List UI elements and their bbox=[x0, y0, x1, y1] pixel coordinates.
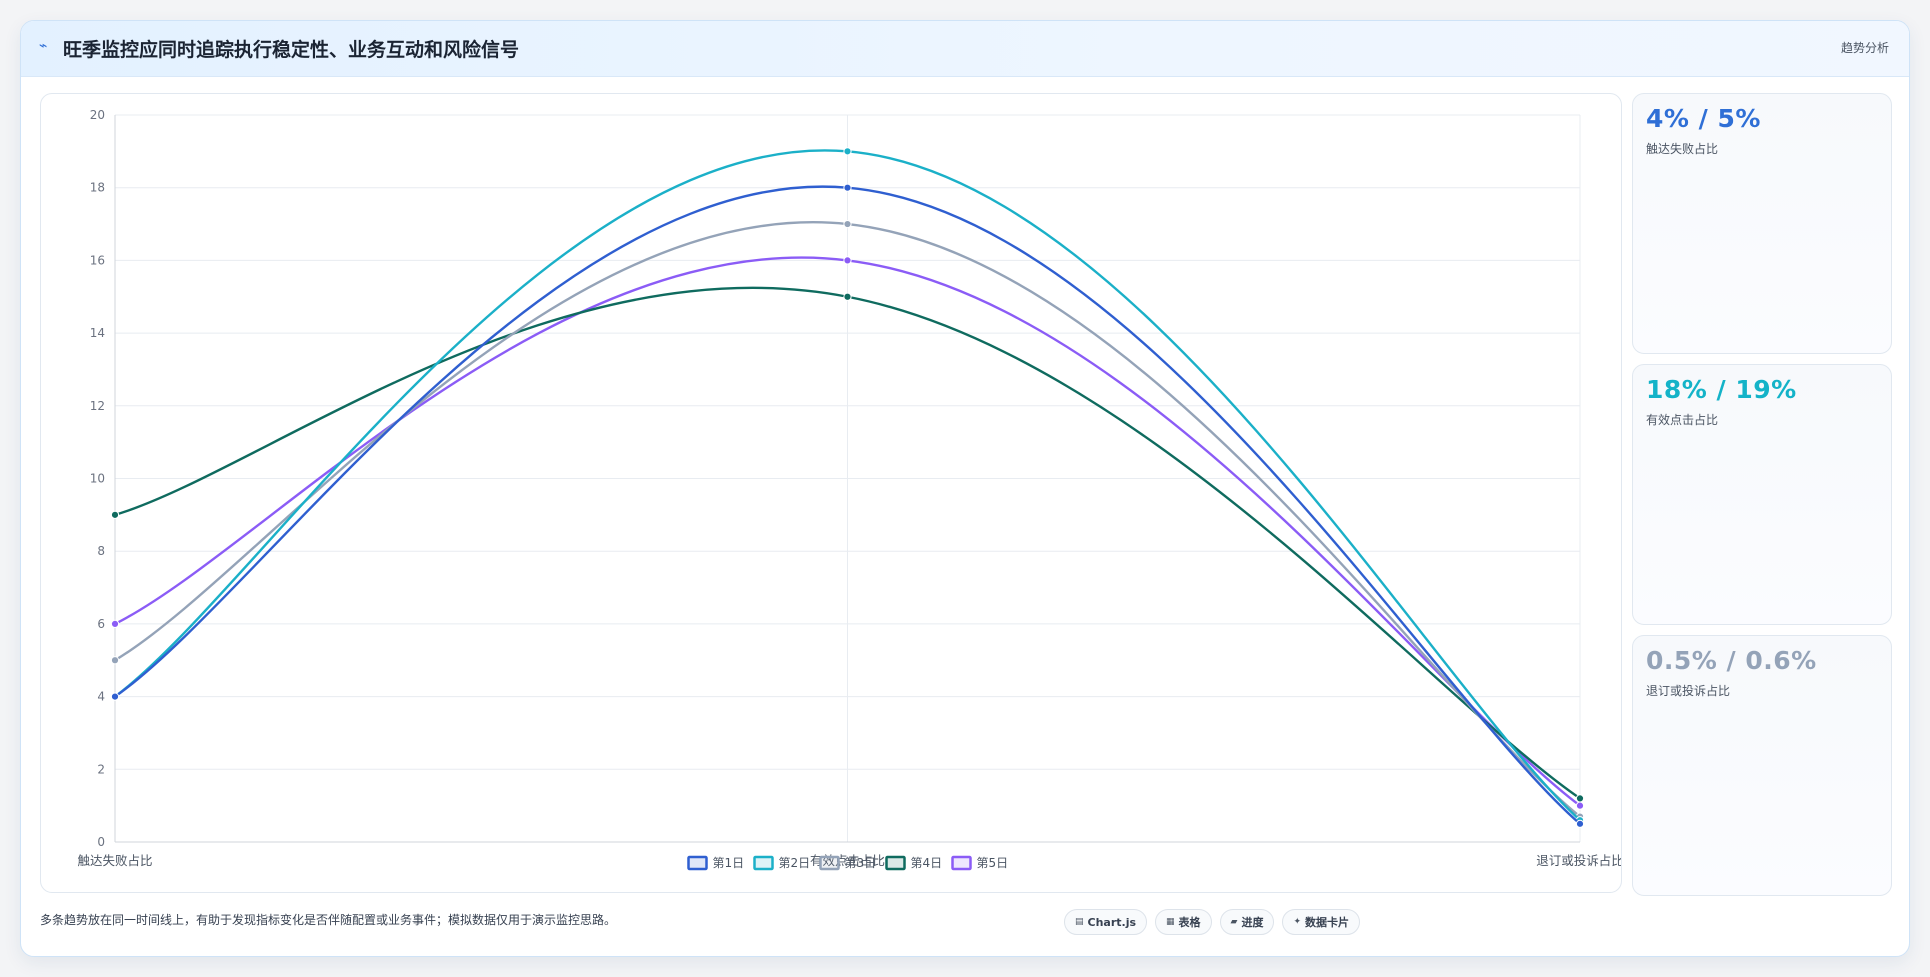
line-chart: 02468101214161820触达失败占比 有效点击占比 退订或投诉占比第1日第… bbox=[77, 108, 1621, 871]
chip-progress[interactable]: ▰ 进度 bbox=[1219, 909, 1275, 935]
data-point bbox=[110, 692, 120, 701]
kpi-card-unsubscribe: 0.5% / 0.6% 退订或投诉占比 bbox=[1632, 635, 1892, 896]
data-card-icon: ✦ bbox=[1293, 917, 1302, 927]
chart-line-icon: ⌁ bbox=[39, 38, 48, 54]
kpi-value: 0.5% / 0.6% bbox=[1646, 646, 1817, 675]
data-point bbox=[1575, 819, 1585, 828]
y-tick-label: 10 bbox=[90, 472, 105, 486]
page-title: 旺季监控应同时追踪执行稳定性、业务互动和风险信号 bbox=[63, 39, 520, 61]
chip-label: Chart.js bbox=[1087, 915, 1137, 929]
data-point bbox=[110, 619, 120, 629]
data-point bbox=[110, 656, 120, 665]
kpi-value: 4% / 5% bbox=[1646, 104, 1761, 133]
kpi-card-reach-failure: 4% / 5% 触达失败占比 bbox=[1632, 93, 1892, 354]
data-point bbox=[843, 292, 852, 301]
chip-chartjs[interactable]: ▤ Chart.js bbox=[1064, 909, 1148, 935]
data-point bbox=[110, 510, 120, 519]
x-tick-label: 触达失败占比 bbox=[77, 853, 152, 868]
footer-note: 多条趋势放在同一时间线上，有助于发现指标变化是否伴随配置或业务事件；模拟数据仅用… bbox=[40, 913, 617, 927]
chip-label: 进度 bbox=[1241, 916, 1264, 929]
y-tick-label: 18 bbox=[90, 181, 105, 195]
kpi-label: 有效点击占比 bbox=[1646, 413, 1719, 427]
table-icon: ▦ bbox=[1166, 917, 1175, 927]
kpi-label: 触达失败占比 bbox=[1646, 142, 1719, 156]
data-point bbox=[1575, 794, 1585, 803]
kpi-card-valid-click: 18% / 19% 有效点击占比 bbox=[1632, 364, 1892, 625]
y-tick-label: 16 bbox=[90, 253, 105, 267]
chart-icon: ▤ bbox=[1075, 917, 1084, 927]
y-tick-label: 0 bbox=[97, 835, 105, 849]
data-point bbox=[843, 147, 852, 156]
y-tick-label: 4 bbox=[97, 690, 105, 704]
legend-swatch bbox=[819, 855, 840, 871]
legend-label: 第4日 bbox=[911, 856, 943, 870]
y-tick-label: 8 bbox=[97, 544, 105, 558]
legend-label: 第3日 bbox=[845, 856, 877, 870]
chip-row: ▤ Chart.js ▦ 表格 ▰ 进度 ✦ 数据卡片 bbox=[1064, 909, 1361, 935]
y-tick-label: 12 bbox=[90, 399, 105, 413]
dashboard-card: ⌁ 旺季监控应同时追踪执行稳定性、业务互动和风险信号 趋势分析 0 2 4 6 8 10 1… bbox=[20, 20, 1910, 957]
legend-swatch bbox=[687, 855, 708, 871]
data-point bbox=[1575, 801, 1585, 810]
data-point bbox=[843, 256, 852, 265]
legend-swatch bbox=[885, 855, 906, 871]
legend-label: 第5日 bbox=[977, 856, 1009, 870]
chip-label: 数据卡片 bbox=[1305, 916, 1350, 929]
data-point bbox=[843, 183, 852, 192]
chip-label: 表格 bbox=[1178, 916, 1201, 929]
legend-swatch bbox=[753, 855, 774, 871]
kpi-value: 18% / 19% bbox=[1646, 375, 1797, 404]
legend-label: 第1日 bbox=[713, 856, 745, 870]
y-tick-label: 6 bbox=[97, 617, 105, 631]
data-point bbox=[843, 219, 852, 229]
chip-data-card[interactable]: ✦ 数据卡片 bbox=[1282, 909, 1361, 935]
trend-analysis-tag: 趋势分析 bbox=[1840, 41, 1889, 55]
x-tick-label: 退订或投诉占比 bbox=[1536, 853, 1621, 868]
legend-swatch bbox=[951, 855, 972, 871]
y-tick-label: 2 bbox=[97, 762, 105, 776]
card-header: ⌁ 旺季监控应同时追踪执行稳定性、业务互动和风险信号 趋势分析 bbox=[21, 21, 1909, 77]
kpi-label: 退订或投诉占比 bbox=[1646, 684, 1731, 698]
y-tick-label: 20 bbox=[90, 108, 105, 122]
y-tick-label: 14 bbox=[90, 326, 105, 340]
legend-label: 第2日 bbox=[779, 856, 811, 870]
chip-table[interactable]: ▦ 表格 bbox=[1155, 909, 1212, 935]
chart-panel: 0 2 4 6 8 10 12 14 16 18 20 触达失败占比 有效点击占比 退订或投诉占比 第1日第… bbox=[40, 93, 1622, 893]
progress-icon: ▰ bbox=[1230, 917, 1238, 927]
